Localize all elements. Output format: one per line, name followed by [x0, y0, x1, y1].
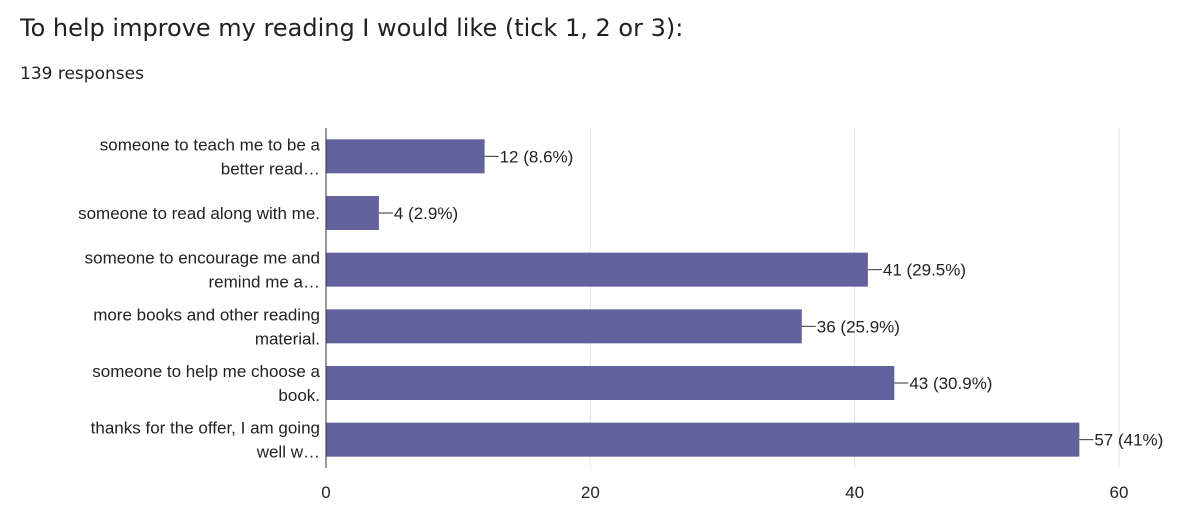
data-label: 43 (30.9%) [909, 374, 992, 393]
category-label: more books and other reading material. [93, 305, 320, 348]
category-label: someone to read along with me. [78, 204, 320, 223]
category-label-line: book. [278, 386, 320, 405]
response-count: 139 responses [20, 64, 144, 84]
data-label: 12 (8.6%) [500, 147, 574, 166]
bar[interactable] [326, 422, 1080, 457]
x-tick-label: 60 [1110, 483, 1129, 502]
category-label-line: material. [255, 329, 320, 348]
data-label: 36 (25.9%) [817, 317, 900, 336]
category-label: someone to encourage me and remind me a… [85, 249, 320, 292]
data-label: 4 (2.9%) [394, 204, 458, 223]
data-label: 41 (29.5%) [883, 261, 966, 280]
category-label-line: someone to read along with me. [78, 204, 320, 223]
category-label: thanks for the offer, I am going well w… [91, 419, 320, 462]
bar[interactable] [326, 196, 379, 230]
question-title: To help improve my reading I would like … [20, 14, 684, 42]
category-label-line: someone to teach me to be a [100, 135, 321, 154]
x-tick-label: 0 [321, 483, 330, 502]
data-label: 57 (41%) [1094, 431, 1163, 450]
x-tick-label: 40 [845, 483, 864, 502]
category-label-line: someone to help me choose a [92, 362, 320, 381]
bar[interactable] [326, 252, 868, 287]
category-label-line: better read… [221, 159, 320, 178]
category-label-line: more books and other reading [93, 305, 320, 324]
category-label-line: someone to encourage me and [85, 249, 320, 268]
category-label: someone to teach me to be a better read… [100, 135, 321, 178]
category-label-line: remind me a… [209, 273, 320, 292]
bar[interactable] [326, 309, 802, 344]
category-label-line: well w… [256, 443, 320, 462]
x-tick-label: 20 [581, 483, 600, 502]
category-label-line: thanks for the offer, I am going [91, 419, 320, 438]
category-label: someone to help me choose a book. [92, 362, 320, 405]
bar[interactable] [326, 139, 485, 174]
bar[interactable] [326, 366, 895, 400]
